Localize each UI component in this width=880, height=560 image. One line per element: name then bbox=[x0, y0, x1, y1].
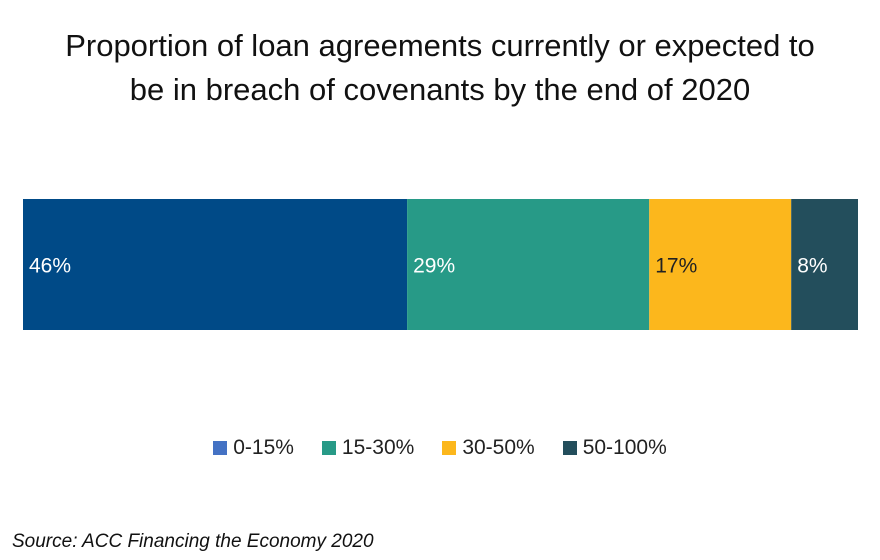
legend-swatch-50-100 bbox=[562, 441, 577, 455]
bar-segment-15-30 bbox=[407, 199, 650, 330]
chart-title-line-2: be in breach of covenants by the end of … bbox=[129, 72, 751, 107]
legend-item-50-100: 50-100% bbox=[562, 436, 667, 460]
legend-item-0-15: 0-15% bbox=[213, 436, 294, 460]
legend-swatch-15-30 bbox=[321, 441, 336, 455]
chart-legend: 0-15% 15-30% 30-50% 50-100% bbox=[0, 436, 880, 460]
data-label-0-15: 46% bbox=[29, 255, 71, 278]
legend-label-30-50: 30-50% bbox=[462, 436, 535, 459]
legend-label-50-100: 50-100% bbox=[582, 436, 667, 459]
bar-segment-30-50 bbox=[649, 199, 792, 330]
bar-segment-0-15 bbox=[23, 199, 408, 330]
chart-title: Proportion of loan agreements currently … bbox=[0, 24, 880, 112]
bar-segment-50-100 bbox=[791, 199, 858, 330]
legend-label-15-30: 15-30% bbox=[341, 436, 415, 459]
chart-title-line-1: Proportion of loan agreements currently … bbox=[65, 28, 815, 63]
legend-swatch-30-50 bbox=[442, 441, 457, 455]
data-label-50-100: 8% bbox=[797, 255, 827, 278]
source-note: Source: ACC Financing the Economy 2020 bbox=[12, 531, 374, 552]
data-label-15-30: 29% bbox=[413, 255, 455, 278]
legend-item-30-50: 30-50% bbox=[442, 436, 535, 460]
legend-swatch-0-15 bbox=[213, 441, 228, 455]
legend-item-15-30: 15-30% bbox=[321, 436, 415, 460]
data-label-30-50: 17% bbox=[655, 255, 697, 278]
legend-label-0-15: 0-15% bbox=[233, 436, 294, 459]
